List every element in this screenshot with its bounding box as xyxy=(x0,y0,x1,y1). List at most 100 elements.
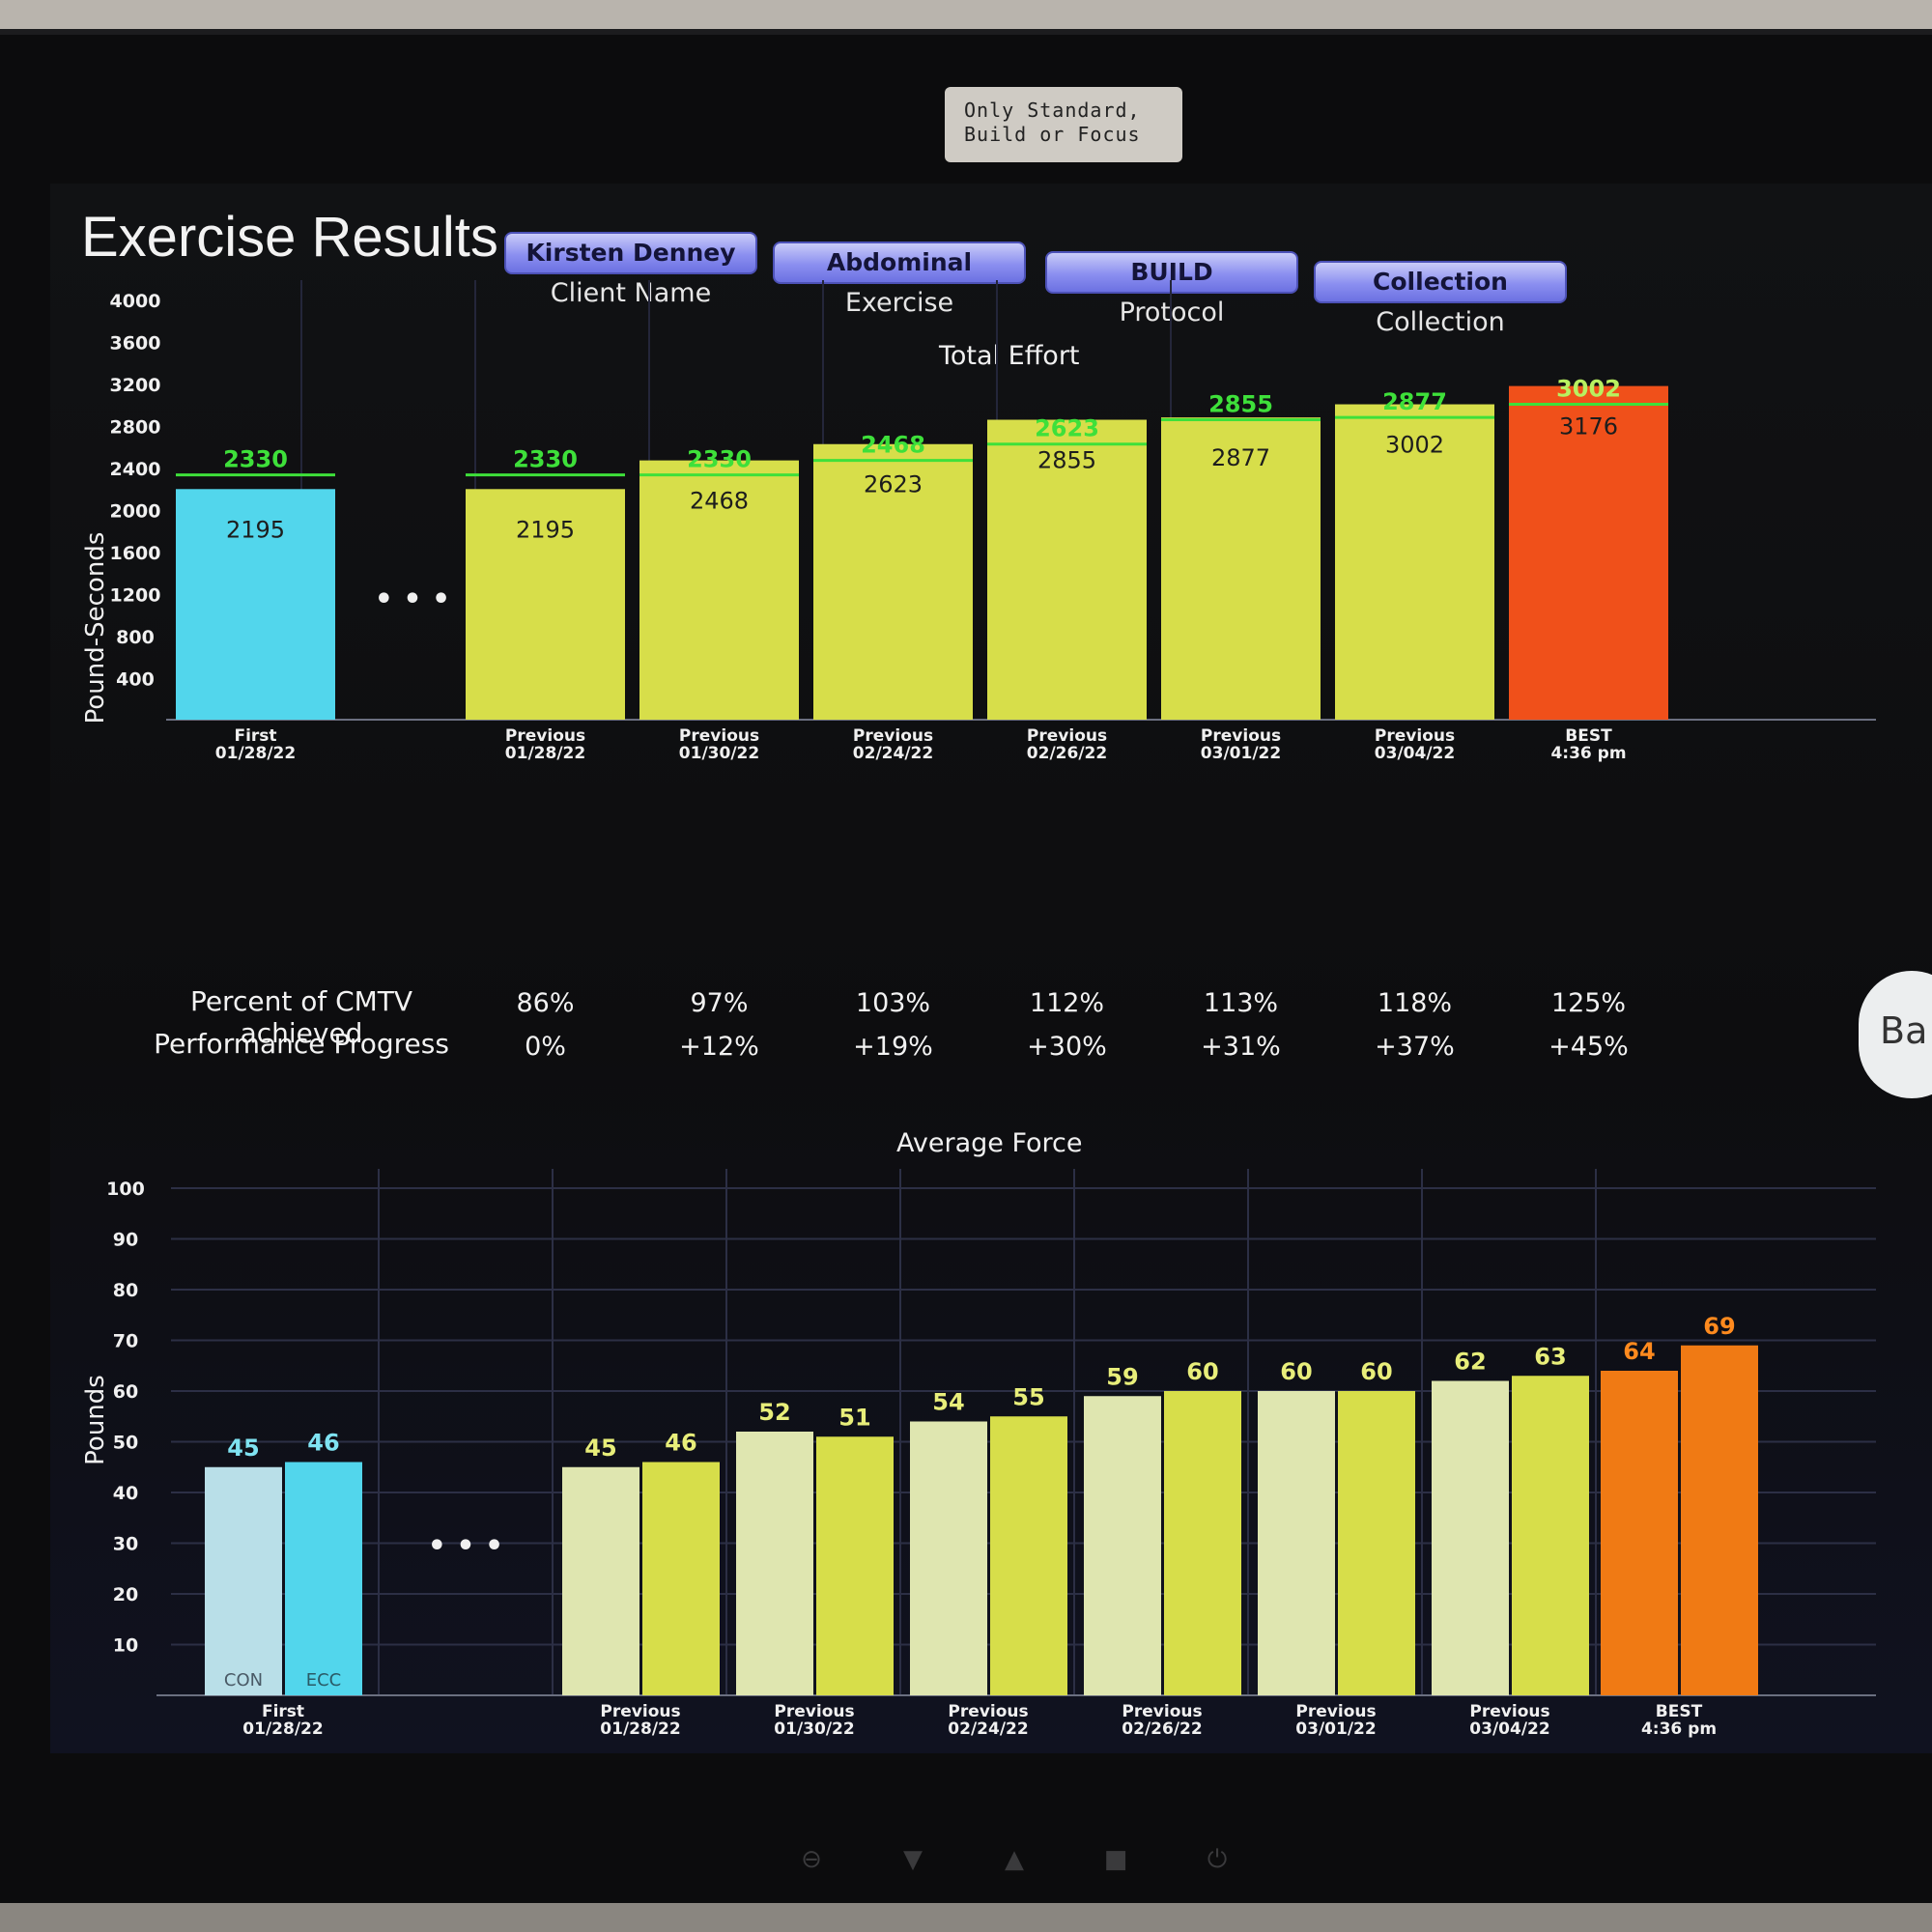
effort-value-label: 2855 xyxy=(1037,447,1096,474)
effort-y-tick: 3600 xyxy=(110,333,161,355)
performance-progress-label: Performance Progress xyxy=(154,1028,449,1060)
effort-y-tick: 1600 xyxy=(110,543,161,564)
effort-bar xyxy=(466,489,625,720)
effort-target-label: 2855 xyxy=(1208,391,1273,418)
total-effort-bars: 23302195First01/28/2223302195Previous01/… xyxy=(176,376,1668,763)
effort-value-label: 2468 xyxy=(690,488,749,515)
force-x-label-top: BEST xyxy=(1656,1702,1703,1721)
force-con-bar xyxy=(1258,1391,1335,1695)
average-force-title: Average Force xyxy=(896,1128,1083,1158)
hw-exit-icon[interactable]: ⊖ xyxy=(801,1845,822,1874)
force-y-tick: 30 xyxy=(113,1534,138,1555)
force-ecc-bar xyxy=(1338,1391,1415,1695)
force-x-label-top: First xyxy=(262,1702,304,1721)
force-con-bar xyxy=(1432,1380,1509,1695)
force-x-label-bottom: 01/30/22 xyxy=(774,1719,854,1739)
performance-progress-value: +37% xyxy=(1375,1032,1455,1062)
effort-x-label-bottom: 03/01/22 xyxy=(1201,744,1281,763)
force-y-tick: 80 xyxy=(113,1280,138,1301)
effort-x-label-bottom: 03/04/22 xyxy=(1375,744,1455,763)
force-con-bar xyxy=(1601,1371,1678,1695)
force-ecc-bar xyxy=(990,1416,1067,1695)
protocol-button[interactable]: BUILD xyxy=(1045,251,1298,294)
page-title: Exercise Results xyxy=(81,206,498,269)
hw-down-icon[interactable]: ▼ xyxy=(903,1845,923,1874)
force-con-label: 45 xyxy=(227,1435,259,1462)
force-y-tick: 40 xyxy=(113,1483,138,1504)
force-ecc-label: 46 xyxy=(307,1430,339,1457)
hw-up-icon[interactable]: ▲ xyxy=(1005,1845,1024,1874)
force-ecc-tag: ECC xyxy=(306,1670,342,1690)
force-con-tag: CON xyxy=(224,1670,263,1690)
force-x-label-top: Previous xyxy=(600,1702,680,1721)
collection-group: Collection Collection xyxy=(1314,261,1567,337)
force-ecc-bar xyxy=(285,1462,362,1695)
force-ecc-bar xyxy=(642,1462,720,1695)
percent-cmtv-value: 118% xyxy=(1377,988,1453,1018)
force-x-label-top: Previous xyxy=(774,1702,854,1721)
force-x-label-bottom: 03/01/22 xyxy=(1295,1719,1376,1739)
force-ecc-label: 60 xyxy=(1360,1358,1392,1385)
effort-value-label: 2195 xyxy=(226,516,285,543)
effort-bar xyxy=(176,489,335,720)
force-x-label-bottom: 02/24/22 xyxy=(948,1719,1028,1739)
force-ecc-label: 51 xyxy=(838,1404,870,1431)
force-ecc-label: 46 xyxy=(665,1430,696,1457)
effort-target-label: 2330 xyxy=(223,446,288,473)
average-force-axis: 10 20 30 40 50 60 70 80 90 100 xyxy=(106,1179,145,1657)
force-x-label-bottom: 01/28/22 xyxy=(242,1719,323,1739)
force-ecc-label: 69 xyxy=(1703,1313,1735,1340)
effort-y-tick: 3200 xyxy=(110,375,161,396)
percent-cmtv-value: 97% xyxy=(690,988,749,1018)
collection-label: Collection xyxy=(1376,307,1505,337)
force-ecc-bar xyxy=(816,1436,894,1695)
effort-value-label: 2877 xyxy=(1211,444,1270,471)
force-y-tick: 100 xyxy=(106,1179,145,1200)
force-x-label-top: Previous xyxy=(1122,1702,1202,1721)
collection-button[interactable]: Collection xyxy=(1314,261,1567,303)
effort-bar xyxy=(1509,385,1668,720)
hw-menu-icon[interactable]: ■ xyxy=(1103,1845,1128,1874)
charts-canvas: 400 800 1200 1600 2000 2400 2800 3200 3600 4000 2… xyxy=(81,280,1876,1739)
percent-cmtv-value: 103% xyxy=(855,988,931,1018)
effort-x-label-bottom: 4:36 pm xyxy=(1550,744,1626,763)
force-x-label-bottom: 02/26/22 xyxy=(1122,1719,1202,1739)
effort-y-tick: 4000 xyxy=(110,291,161,312)
hw-power-icon[interactable]: ⏻ xyxy=(1207,1844,1228,1874)
force-ecc-bar xyxy=(1512,1376,1589,1695)
effort-y-tick: 800 xyxy=(116,627,155,648)
client-name-button[interactable]: Kirsten Denney xyxy=(504,232,757,274)
effort-y-tick: 400 xyxy=(116,669,155,691)
exercise-group: Abdominal Exercise xyxy=(773,242,1026,318)
client-name-group: Kirsten Denney Client Name xyxy=(504,232,757,308)
effort-x-label-bottom: 02/24/22 xyxy=(853,744,933,763)
effort-x-label-top: BEST xyxy=(1565,726,1612,746)
exercise-button[interactable]: Abdominal xyxy=(773,242,1026,284)
sticker-line-2: Build or Focus xyxy=(964,123,1141,146)
effort-x-label-top: Previous xyxy=(1375,726,1455,746)
force-ecc-bar xyxy=(1164,1391,1241,1695)
back-button[interactable]: Ba xyxy=(1859,971,1932,1098)
effort-bar xyxy=(1335,404,1494,720)
force-y-tick: 60 xyxy=(113,1381,138,1403)
performance-progress-value: +30% xyxy=(1027,1032,1107,1062)
hardware-buttons: ⊖ ▼ ▲ ■ ⏻ xyxy=(792,1840,1236,1879)
effort-x-label-top: Previous xyxy=(1027,726,1107,746)
force-ecc-label: 55 xyxy=(1012,1383,1044,1410)
force-y-tick: 50 xyxy=(113,1433,138,1454)
force-con-bar xyxy=(562,1466,639,1695)
effort-target-label: 2330 xyxy=(513,446,578,473)
app-screen: Exercise Results Kirsten Denney Client N… xyxy=(50,184,1932,1753)
effort-x-label-bottom: 01/28/22 xyxy=(215,744,296,763)
effort-x-label-top: Previous xyxy=(679,726,759,746)
force-con-label: 52 xyxy=(758,1399,790,1426)
force-x-label-bottom: 01/28/22 xyxy=(600,1719,680,1739)
force-con-label: 60 xyxy=(1280,1358,1312,1385)
force-y-tick: 10 xyxy=(113,1635,138,1657)
total-effort-title: Total Effort xyxy=(939,341,1080,371)
force-con-label: 59 xyxy=(1106,1363,1138,1390)
performance-progress-value: 0% xyxy=(525,1032,566,1062)
effort-y-tick: 1200 xyxy=(110,585,161,607)
effort-x-label-bottom: 01/30/22 xyxy=(679,744,759,763)
performance-progress-value: +45% xyxy=(1548,1032,1629,1062)
